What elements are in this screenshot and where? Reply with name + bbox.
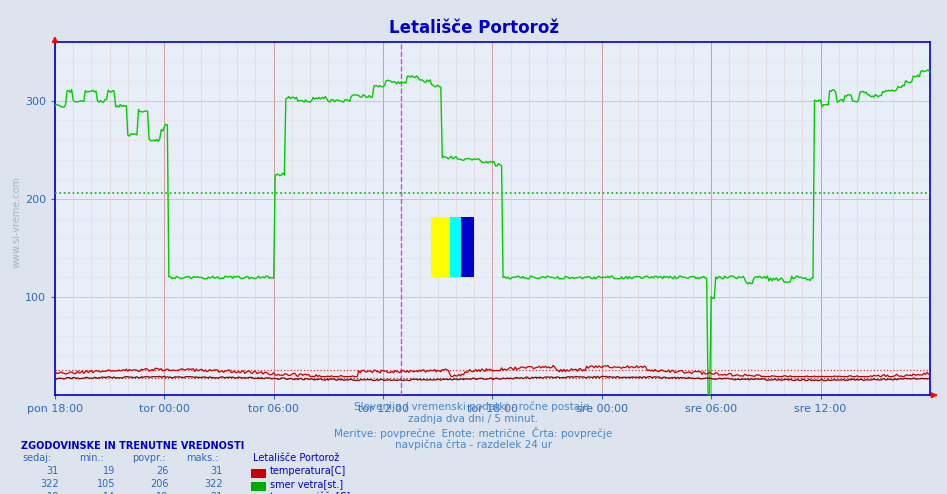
Text: Slovenija / vremenski podatki - ročne postaje.: Slovenija / vremenski podatki - ročne po…: [354, 401, 593, 412]
Text: 21: 21: [210, 492, 223, 494]
Text: smer vetra[st.]: smer vetra[st.]: [270, 479, 343, 489]
Text: maks.:: maks.:: [187, 453, 219, 463]
Text: ZGODOVINSKE IN TRENUTNE VREDNOSTI: ZGODOVINSKE IN TRENUTNE VREDNOSTI: [21, 441, 244, 451]
Text: temp. rosišča[C]: temp. rosišča[C]: [270, 492, 350, 494]
Text: Meritve: povprečne  Enote: metrične  Črta: povprečje: Meritve: povprečne Enote: metrične Črta:…: [334, 427, 613, 439]
Text: navpična črta - razdelek 24 ur: navpična črta - razdelek 24 ur: [395, 440, 552, 450]
Text: 322: 322: [204, 479, 223, 489]
Text: Letališče Portorož: Letališče Portorož: [388, 19, 559, 37]
Text: 26: 26: [156, 466, 169, 476]
Text: povpr.:: povpr.:: [133, 453, 166, 463]
Text: 322: 322: [40, 479, 59, 489]
Text: temperatura[C]: temperatura[C]: [270, 466, 347, 476]
Text: 31: 31: [210, 466, 223, 476]
Text: sedaj:: sedaj:: [23, 453, 52, 463]
Text: 18: 18: [156, 492, 169, 494]
Text: 206: 206: [150, 479, 169, 489]
Text: www.si-vreme.com: www.si-vreme.com: [12, 176, 22, 268]
Text: zadnja dva dni / 5 minut.: zadnja dva dni / 5 minut.: [408, 414, 539, 424]
Text: 14: 14: [103, 492, 116, 494]
Text: 19: 19: [103, 466, 116, 476]
Text: 18: 18: [46, 492, 59, 494]
Text: 105: 105: [97, 479, 116, 489]
Text: min.:: min.:: [80, 453, 104, 463]
Text: Letališče Portorož: Letališče Portorož: [253, 453, 339, 463]
Text: 31: 31: [46, 466, 59, 476]
